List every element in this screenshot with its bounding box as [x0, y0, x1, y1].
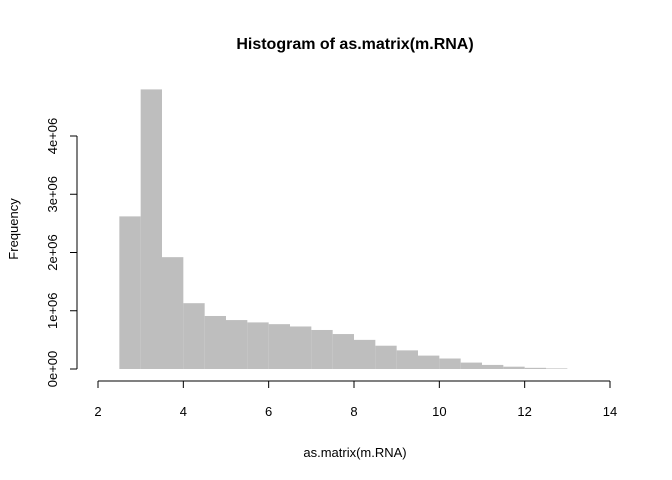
histogram-bar — [119, 216, 141, 369]
histogram-bar — [418, 355, 440, 369]
histogram-bar — [162, 257, 184, 369]
histogram-bar — [460, 362, 482, 369]
x-axis-label: as.matrix(m.RNA) — [303, 445, 406, 460]
histogram-bar — [290, 326, 312, 369]
x-tick-label: 6 — [265, 404, 272, 419]
x-tick-label: 14 — [603, 404, 617, 419]
y-ticks-group: 0e+00 1e+06 2e+06 3e+06 4e+06 — [45, 118, 77, 388]
x-tick-label: 2 — [94, 404, 101, 419]
x-ticks-group: 2 4 6 8 10 12 14 — [94, 381, 617, 419]
x-tick-label: 4 — [180, 404, 187, 419]
histogram-bar — [204, 315, 226, 369]
bars-group — [119, 89, 568, 370]
histogram-bar — [524, 367, 546, 369]
y-tick-label: 2e+06 — [45, 234, 60, 271]
histogram-bar — [375, 345, 397, 369]
chart-title: Histogram of as.matrix(m.RNA) — [236, 36, 473, 53]
histogram-bar — [311, 329, 333, 369]
histogram-bar — [226, 320, 248, 369]
histogram-bar — [439, 358, 461, 369]
histogram-bar — [396, 350, 418, 369]
histogram-bar — [546, 368, 568, 369]
y-tick-label: 3e+06 — [45, 176, 60, 213]
y-tick-label: 4e+06 — [45, 118, 60, 155]
histogram-bar — [332, 334, 354, 369]
x-tick-label: 12 — [517, 404, 531, 419]
y-tick-label: 1e+06 — [45, 292, 60, 329]
histogram-bar — [268, 324, 290, 369]
histogram-bar — [183, 303, 205, 369]
histogram-bar — [503, 366, 525, 369]
y-axis-label: Frequency — [6, 198, 21, 260]
x-tick-label: 8 — [350, 404, 357, 419]
histogram-bar — [140, 89, 162, 370]
histogram-bar — [354, 339, 376, 369]
histogram-bar — [482, 364, 504, 369]
y-tick-label: 0e+00 — [45, 351, 60, 388]
x-tick-label: 10 — [432, 404, 446, 419]
histogram-bar — [247, 322, 269, 369]
